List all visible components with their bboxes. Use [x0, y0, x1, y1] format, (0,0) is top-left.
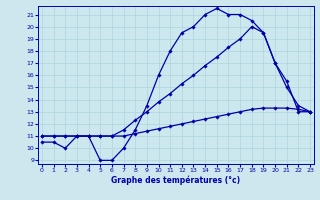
X-axis label: Graphe des températures (°c): Graphe des températures (°c)	[111, 176, 241, 185]
